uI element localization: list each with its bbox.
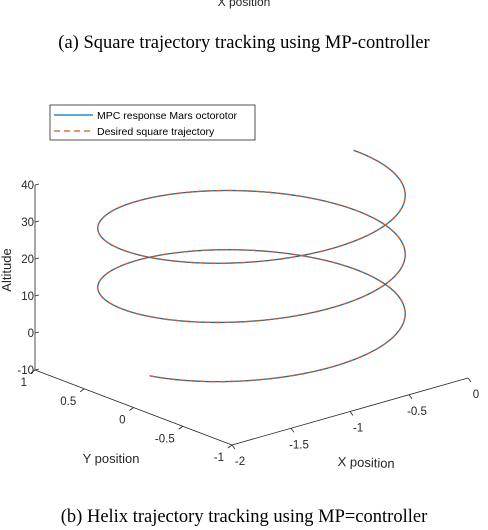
caption-a: (a) Square trajectory tracking using MP-… [58,33,430,53]
x-tick-mark [231,444,236,450]
z-tick-label: -10 [17,365,34,377]
y-tick-label: -0.5 [155,433,175,445]
z-tick-label: 0 [28,328,34,340]
z-tick-mark [34,257,40,260]
x-tick-label: -1.5 [289,439,309,451]
z-tick-label: 40 [21,180,34,192]
series-layer [97,149,406,383]
legend-box [49,104,256,141]
z-tick-mark [34,294,40,297]
z-tick-mark [34,331,40,334]
z-tick-mark [34,368,40,371]
series-line-desired [97,149,406,383]
y-tick-mark [129,407,134,411]
y-axis-label: Y position [83,451,140,466]
y-tick-mark [80,388,85,393]
caption-b: (b) Helix trajectory tracking using MP=c… [60,507,428,527]
x-tick-mark [349,411,354,416]
top-chart-xlabel: X position [217,0,271,9]
x-tick-label: 0 [473,389,479,401]
y-tick-label: 1 [21,377,27,389]
z-tick-mark [34,183,40,186]
legend-label-mpc: MPC response Mars octorotor [97,110,238,122]
x-tick-mark [408,394,413,399]
z-tick-mark [34,220,40,223]
y-tick-mark [227,444,233,449]
x-tick-label: -0.5 [407,406,427,418]
z-tick-label: 20 [21,254,34,266]
x-tick-label: -2 [235,456,245,468]
y-tick-label: -1 [214,452,224,464]
y-tick-label: 0 [119,415,125,427]
x-tick-mark [467,377,472,383]
legend: MPC response Mars octorotor Desired squa… [49,104,256,141]
z-tick-label: 10 [21,291,34,303]
axes-group: -2 -1.5 -1 -0.5 0 -1 -0.5 0 0.5 1-10 0 10 20 30 40 X po… [0,180,479,471]
y-tick-mark [178,425,183,430]
y-tick-mark [30,369,36,374]
legend-label-desired: Desired square trajectory [97,126,215,138]
x-tick-label: -1 [353,423,363,435]
z-axis-label: Altitude [0,248,14,291]
x-tick-mark [290,428,295,433]
series-line-mpc [97,149,406,383]
x-axis-label: X position [337,454,395,471]
z-tick-label: 30 [21,217,34,229]
y-tick-label: 0.5 [60,396,76,408]
